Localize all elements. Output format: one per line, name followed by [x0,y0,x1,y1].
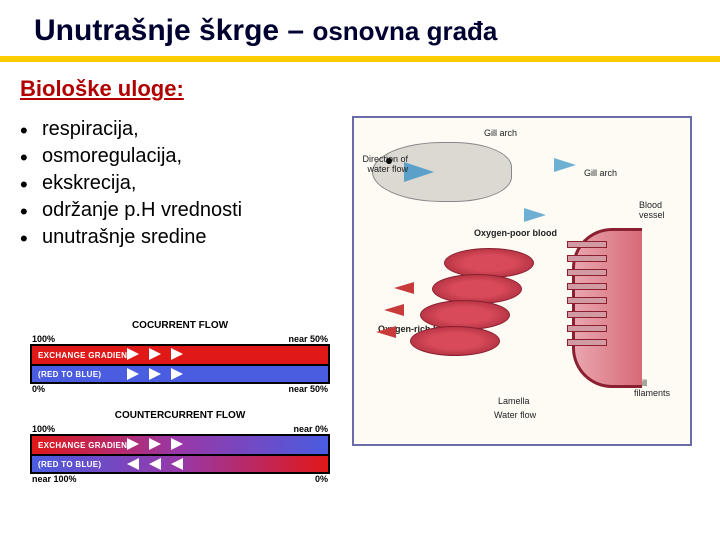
pct-label: 100% [32,424,55,434]
cocurrent-bars: EXCHANGE GRADIENT (RED TO BLUE) [30,344,330,384]
blood-arrow-icon [394,282,414,294]
water-arrow-icon [524,208,546,222]
bar-text: (RED TO BLUE) [38,460,101,469]
cocurrent-block: COCURRENT FLOW 100% near 50% EXCHANGE GR… [30,320,330,394]
countercurrent-bars: EXCHANGE GRADIENT (RED TO BLUE) [30,434,330,474]
arrow-left-icon [149,458,161,470]
lamella-shape [567,283,607,290]
lamella-shape [567,325,607,332]
title-main: Unutrašnje škrge – [34,14,312,47]
gill-filament-shape [432,274,522,304]
bar-cocurrent-blue: (RED TO BLUE) [32,364,328,382]
arrow-right-icon [171,368,183,380]
arrow-right-icon [127,368,139,380]
gill-cluster [414,248,554,368]
countercurrent-top-labels: 100% near 0% [30,424,330,434]
pct-label: near 50% [288,334,328,344]
bar-text: EXCHANGE GRADIENT [38,351,132,360]
arrow-right-icon [149,348,161,360]
arrow-group [127,458,183,470]
list-item: respiracija, [20,116,340,143]
filament-arc [572,228,642,388]
list-item: unutrašnje sredine [20,224,340,251]
bar-countercurrent-blue: (RED TO BLUE) [32,454,328,472]
arrow-right-icon [149,368,161,380]
lamella-shape [567,255,607,262]
arrow-group [127,368,183,380]
lamella-shape [567,297,607,304]
lamella-shape [567,339,607,346]
arrow-right-icon [127,438,139,450]
list-item: ekskrecija, [20,170,340,197]
bar-text: (RED TO BLUE) [38,370,101,379]
bar-countercurrent-red: EXCHANGE GRADIENT [32,436,328,454]
arrow-group [127,348,183,360]
arrow-right-icon [171,438,183,450]
blood-arrow-icon [376,326,396,338]
bar-text: EXCHANGE GRADIENT [38,441,132,450]
pct-label: 0% [315,474,328,484]
pct-label: near 50% [288,384,328,394]
label-blood-vessel: Blood vessel [639,200,690,220]
countercurrent-block: COUNTERCURRENT FLOW 100% near 0% EXCHANG… [30,410,330,484]
label-gill-arch: Gill arch [584,168,617,178]
gill-filament-shape [444,248,534,278]
pct-label: near 100% [32,474,77,484]
arrow-right-icon [149,438,161,450]
list-item: održanje p.H vrednosti [20,197,340,224]
title-sub: osnovna građa [312,16,497,46]
water-flow-arrow-icon [404,162,434,182]
countercurrent-title: COUNTERCURRENT FLOW [30,410,330,421]
label-direction: Direction of water flow [360,154,408,174]
blood-arrow-icon [384,304,404,316]
label-lamella: Lamella [498,396,530,406]
fish-gill-diagram: Gill arch Direction of water flow Gill a… [352,116,692,446]
flow-comparison-chart: COCURRENT FLOW 100% near 50% EXCHANGE GR… [30,320,330,500]
list-item: osmoregulacija, [20,143,340,170]
gill-filament-shape [410,326,500,356]
bar-cocurrent-red: EXCHANGE GRADIENT [32,346,328,364]
arrow-left-icon [171,458,183,470]
arrow-left-icon [127,458,139,470]
section-subtitle: Biološke uloge: [0,62,720,102]
arrow-group [127,438,183,450]
label-gill-arch: Gill arch [484,128,517,138]
arrow-right-icon [127,348,139,360]
lamella-shape [567,241,607,248]
lamella-shape [567,311,607,318]
cocurrent-title: COCURRENT FLOW [30,320,330,331]
cocurrent-top-labels: 100% near 50% [30,334,330,344]
slide-title: Unutrašnje škrge – osnovna građa [0,0,720,52]
water-arrow-icon [554,158,576,172]
filament-detail [542,228,672,408]
lamella-shape [567,269,607,276]
cocurrent-bottom-labels: 0% near 50% [30,384,330,394]
countercurrent-bottom-labels: near 100% 0% [30,474,330,484]
label-water-flow: Water flow [494,410,536,420]
pct-label: 100% [32,334,55,344]
arrow-right-icon [171,348,183,360]
pct-label: near 0% [293,424,328,434]
pct-label: 0% [32,384,45,394]
